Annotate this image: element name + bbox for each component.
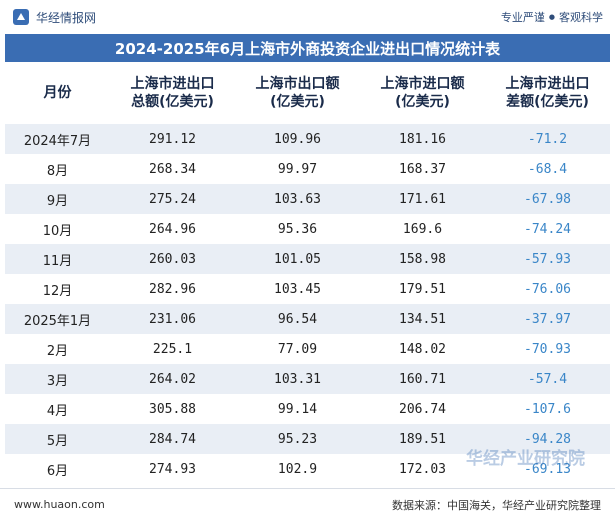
value-cell: 134.51	[360, 304, 485, 334]
value-cell: 160.71	[360, 364, 485, 394]
table-body: 2024年7月 291.12 109.96 181.16 -71.2 8月 268.34 99…	[5, 124, 610, 484]
value-cell: 95.36	[277, 221, 318, 237]
value-cell: 264.96	[149, 221, 196, 237]
value-cell: -69.13	[524, 461, 571, 477]
month-cell: 5月	[5, 424, 110, 454]
column-header: 上海市出口额 (亿美元)	[235, 62, 360, 124]
table-row: 10月 264.96 95.36 169.6 -74.24	[5, 214, 610, 244]
month-cell: 2024年7月	[5, 124, 110, 154]
table-row: 3月 264.02 103.31 160.71 -57.4	[5, 364, 610, 394]
value-cell: 282.96	[149, 281, 196, 297]
value-cell: 268.34	[149, 161, 196, 177]
value-cell: 231.06	[110, 304, 235, 334]
value-cell: 291.12	[110, 124, 235, 154]
column-header: 上海市进口额 (亿美元)	[360, 62, 485, 124]
month-cell: 3月	[5, 364, 110, 394]
value-cell: 225.1	[152, 341, 193, 357]
value-cell: 284.74	[110, 424, 235, 454]
value-cell: -67.98	[485, 184, 610, 214]
footer: www.huaon.com 数据来源：中国海关，华经产业研究院整理	[0, 488, 615, 520]
table-row: 5月 284.74 95.23 189.51 -94.28	[5, 424, 610, 454]
tagline-separator: ●	[548, 13, 555, 21]
value-cell: 171.61	[360, 184, 485, 214]
data-table: 月份 上海市进出口 总额(亿美元) 上海市出口额 (亿美元) 上海市进口额 (亿美元) 上海市…	[5, 62, 610, 484]
value-cell: 305.88	[149, 401, 196, 417]
value-cell: 158.98	[360, 244, 485, 274]
table-row: 12月 282.96 103.45 179.51 -76.06	[5, 274, 610, 304]
value-cell: 96.54	[235, 304, 360, 334]
value-cell: -37.97	[485, 304, 610, 334]
table-row: 2024年7月 291.12 109.96 181.16 -71.2	[5, 124, 610, 154]
value-cell: 103.63	[235, 184, 360, 214]
month-cell: 12月	[42, 283, 73, 299]
logo-icon	[13, 9, 29, 25]
footer-website: www.huaon.com	[14, 498, 105, 511]
value-cell: 77.09	[277, 341, 318, 357]
table-row: 2月 225.1 77.09 148.02 -70.93	[5, 334, 610, 364]
value-cell: 260.03	[110, 244, 235, 274]
column-header: 月份	[5, 62, 110, 124]
month-cell: 2025年1月	[5, 304, 110, 334]
value-cell: -68.4	[527, 161, 568, 177]
value-cell: 99.14	[277, 401, 318, 417]
value-cell: 148.02	[399, 341, 446, 357]
value-cell: -70.93	[524, 341, 571, 357]
month-cell: 8月	[46, 163, 69, 179]
value-cell: 103.31	[235, 364, 360, 394]
value-cell: 274.93	[149, 461, 196, 477]
value-cell: -76.06	[524, 281, 571, 297]
month-cell: 6月	[46, 463, 69, 479]
value-cell: 275.24	[110, 184, 235, 214]
value-cell: 99.97	[277, 161, 318, 177]
value-cell: 206.74	[399, 401, 446, 417]
header-row: 月份 上海市进出口 总额(亿美元) 上海市出口额 (亿美元) 上海市进口额 (亿美元) 上海市…	[5, 62, 610, 124]
month-cell: 4月	[46, 403, 69, 419]
value-cell: -107.6	[524, 401, 571, 417]
value-cell: 169.6	[402, 221, 443, 237]
column-header: 上海市进出口 总额(亿美元)	[110, 62, 235, 124]
table-title: 2024-2025年6月上海市外商投资企业进出口情况统计表	[5, 34, 610, 62]
table-row: 6月 274.93 102.9 172.03 -69.13	[5, 454, 610, 484]
brand-name: 华经情报网	[36, 10, 97, 25]
value-cell: 168.37	[399, 161, 446, 177]
value-cell: -57.4	[485, 364, 610, 394]
value-cell: 95.23	[235, 424, 360, 454]
value-cell: 109.96	[235, 124, 360, 154]
column-header: 上海市进出口 差额(亿美元)	[485, 62, 610, 124]
value-cell: 102.9	[277, 461, 318, 477]
value-cell: -74.24	[524, 221, 571, 237]
month-cell: 9月	[5, 184, 110, 214]
value-cell: 172.03	[399, 461, 446, 477]
table-row: 9月 275.24 103.63 171.61 -67.98	[5, 184, 610, 214]
value-cell: -57.93	[485, 244, 610, 274]
tagline-right: 客观科学	[559, 11, 603, 24]
value-cell: 264.02	[110, 364, 235, 394]
table-row: 2025年1月 231.06 96.54 134.51 -37.97	[5, 304, 610, 334]
month-cell: 10月	[42, 223, 73, 239]
tagline: 专业严谨 ● 客观科学	[501, 9, 603, 25]
tagline-left: 专业严谨	[500, 11, 545, 24]
value-cell: 179.51	[399, 281, 446, 297]
month-cell: 2月	[46, 343, 69, 359]
value-cell: 181.16	[360, 124, 485, 154]
value-cell: 189.51	[360, 424, 485, 454]
month-cell: 11月	[5, 244, 110, 274]
value-cell: -94.28	[485, 424, 610, 454]
value-cell: 101.05	[235, 244, 360, 274]
brand: 华经情报网	[12, 8, 96, 26]
table-row: 4月 305.88 99.14 206.74 -107.6	[5, 394, 610, 424]
value-cell: 103.45	[274, 281, 321, 297]
value-cell: -71.2	[485, 124, 610, 154]
table-row: 11月 260.03 101.05 158.98 -57.93	[5, 244, 610, 274]
footer-source: 数据来源：中国海关，华经产业研究院整理	[392, 498, 601, 512]
table-row: 8月 268.34 99.97 168.37 -68.4	[5, 154, 610, 184]
top-bar: 华经情报网 专业严谨 ● 客观科学	[0, 0, 615, 34]
